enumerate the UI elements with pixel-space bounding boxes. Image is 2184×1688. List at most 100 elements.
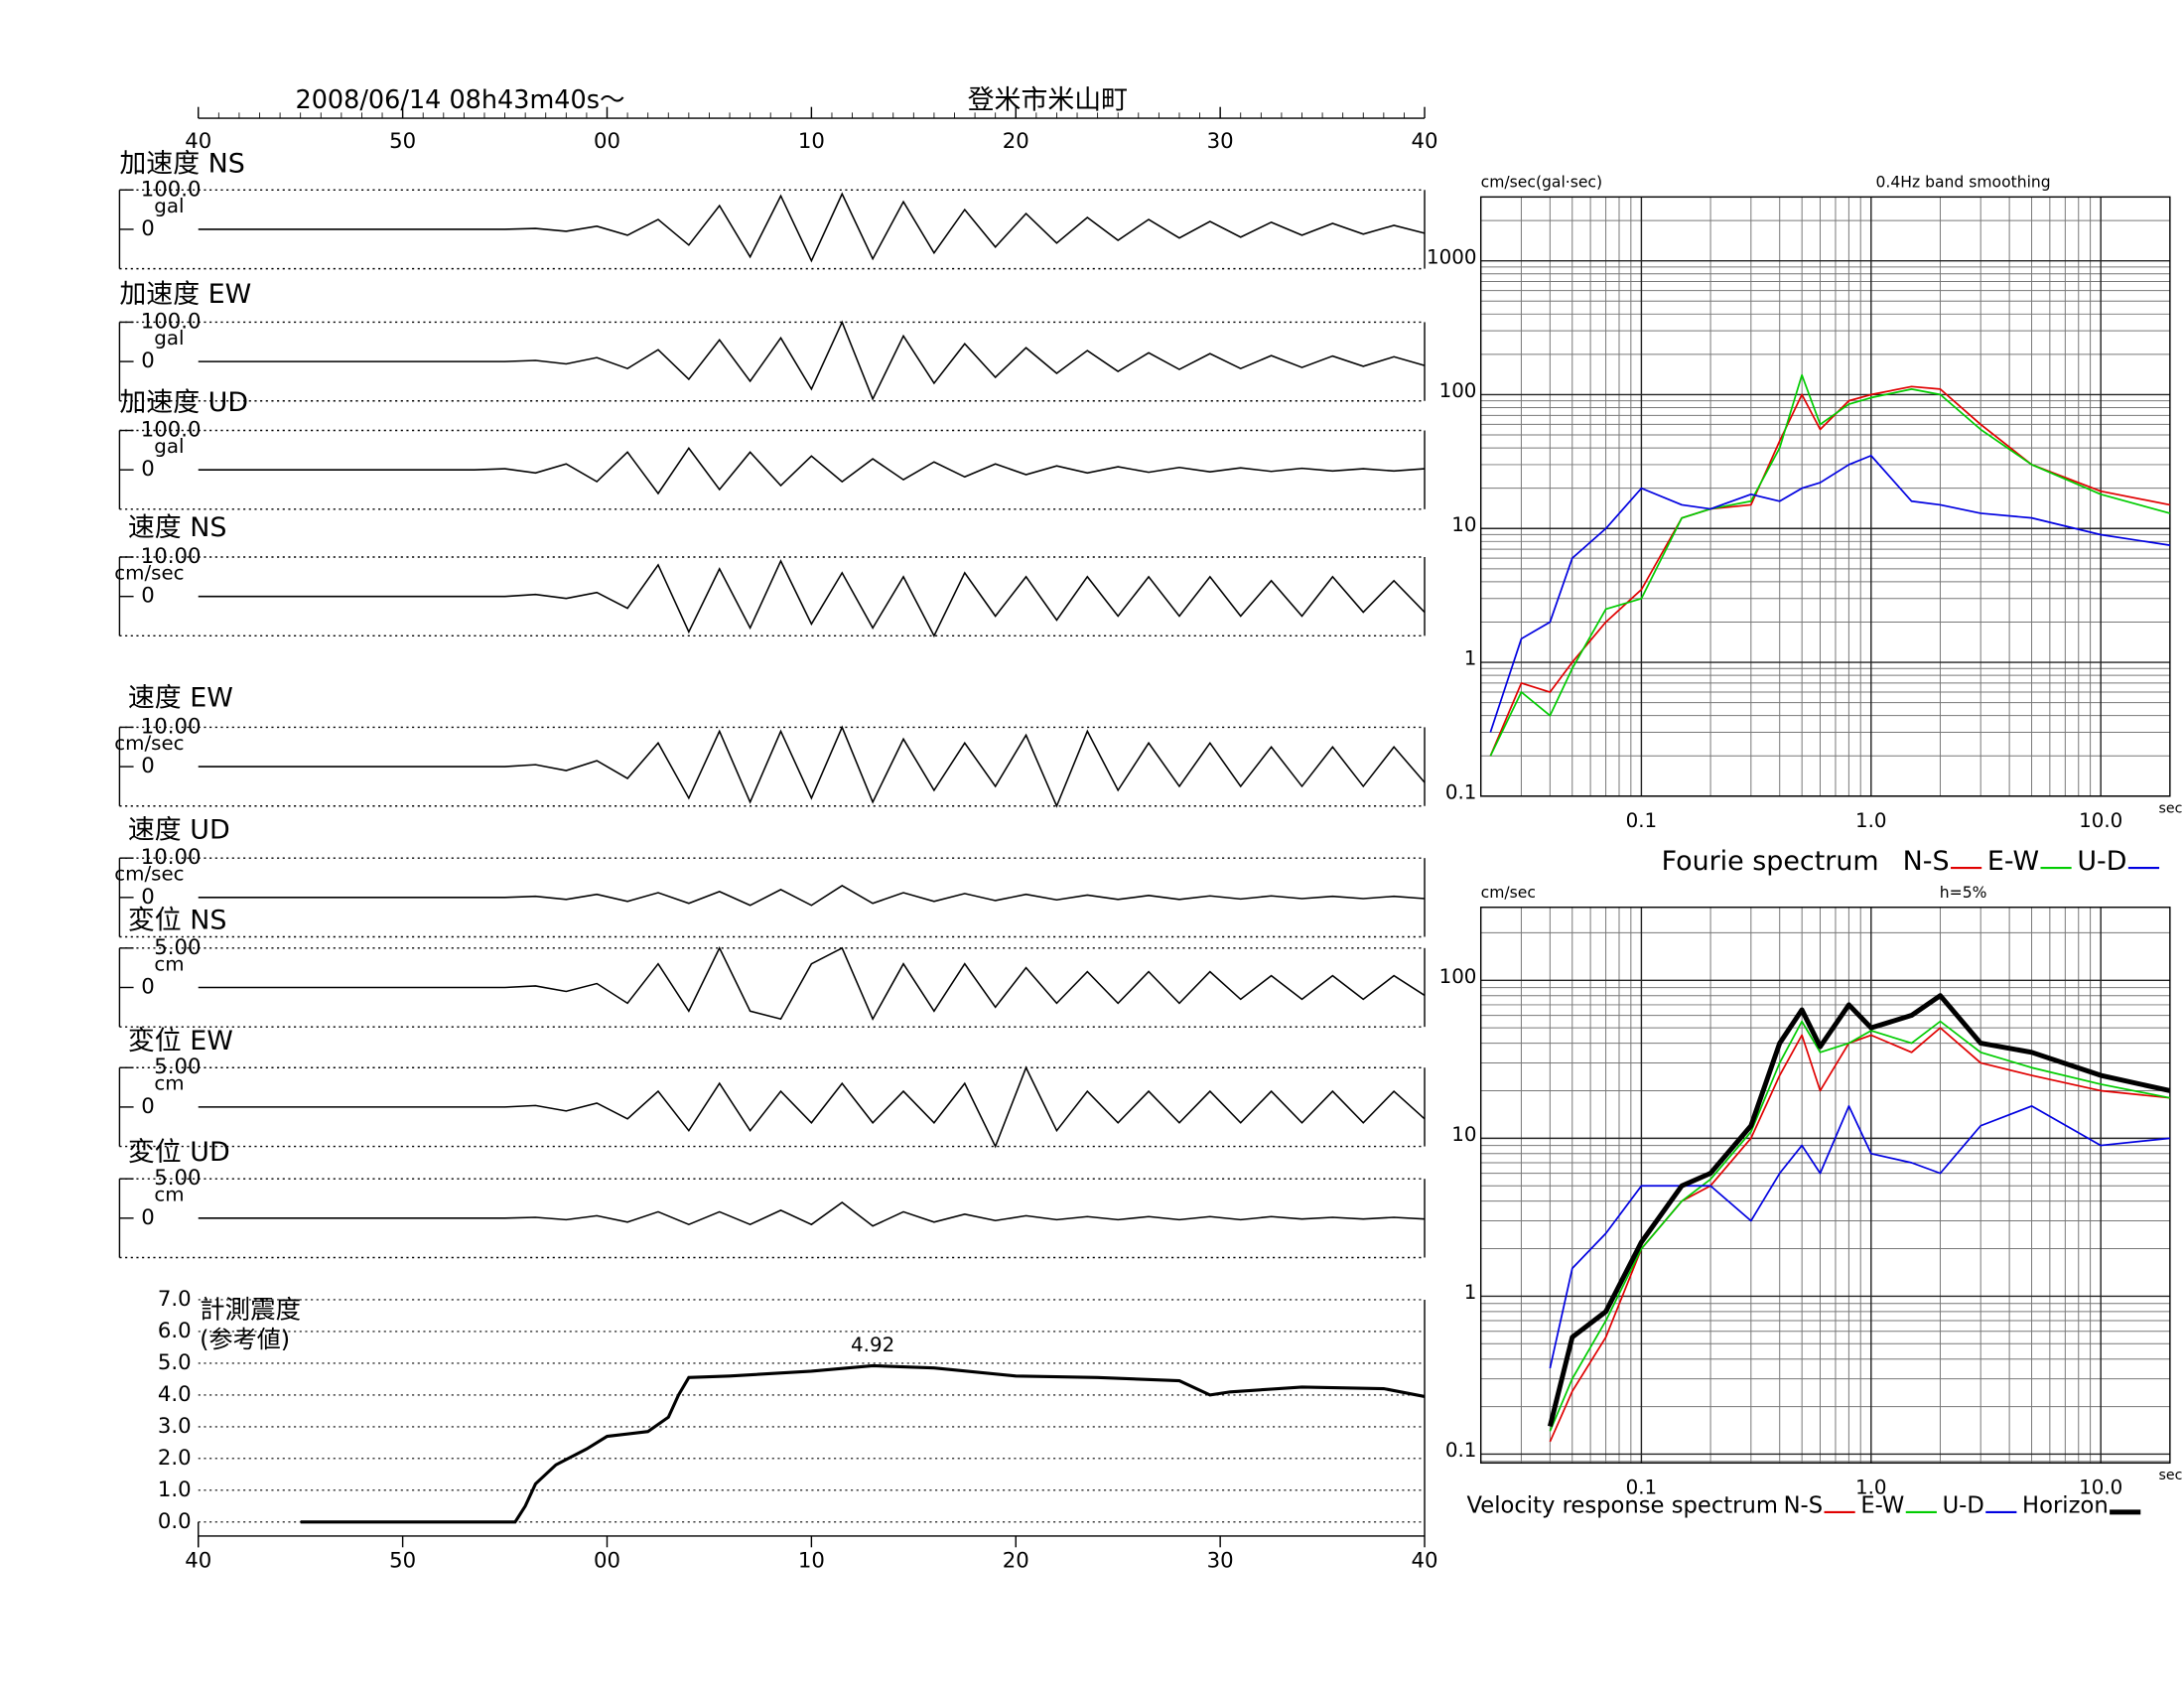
x-tick-label: 00 [594,129,620,154]
spectrum-line [1489,385,2170,757]
y-tick-label: 0.1 [1445,781,1477,804]
x-tick-label: 50 [389,129,416,154]
waveform-trace [198,946,1426,1021]
y-tick-label: 2.0 [158,1446,192,1471]
trace-name: 変位 NS [128,905,227,935]
x-tick-label: 10 [798,1548,825,1573]
trace-name: 速度 UD [128,815,230,846]
x-tick-label: 10.0 [2079,809,2122,832]
y-tick-label: 7.0 [158,1287,192,1312]
y-tick-label: 100.0 [141,309,202,334]
trace-name: 速度 EW [128,683,233,714]
y-tick-label: 1 [1464,647,1477,670]
legend-label: N-S [1903,846,1950,877]
plot-frame [1479,196,2171,797]
spectrum-line [1547,993,2171,1428]
unit-label: gal [154,327,184,350]
x-tick-label: 20 [1003,129,1029,154]
y-tick-label: 5.0 [158,1350,192,1375]
x-tick-label: 40 [1412,129,1438,154]
x-tick-label: 10 [798,129,825,154]
spectrum-line [1549,1020,2170,1432]
y-tick-label: 0 [141,216,155,241]
y-tick-label: 4.0 [158,1382,192,1407]
spectrum-line [1489,455,2170,733]
y-tick-label: 100.0 [141,418,202,443]
trace-name: 加速度 EW [119,279,251,310]
note: 0.4Hz band smoothing [1875,174,2050,192]
y-tick-label: 0 [141,457,155,482]
legend-title: Fourie spectrum [1662,846,1879,877]
y-tick-label: 100 [1439,965,1477,988]
legend-label: E-W [1987,846,2039,877]
unit-label: cm [154,1184,184,1206]
y-axis-unit: cm/sec(gal·sec) [1481,174,1602,192]
waveform-trace [198,447,1426,495]
y-tick-label: 1 [1464,1281,1477,1304]
legend-label: N-S [1784,1493,1824,1519]
y-tick-label: 10 [1451,513,1476,536]
x-tick-label: 50 [389,1548,416,1573]
unit-label: gal [154,195,184,217]
y-tick-label: 0.1 [1445,1439,1477,1462]
waveform-trace [198,885,1426,907]
spectrum-line [1549,1027,2170,1443]
x-tick-label: 0.1 [1626,1476,1658,1498]
x-tick-label: 20 [1003,1548,1029,1573]
y-tick-label: 1000 [1427,245,1476,268]
unit-label: gal [154,435,184,458]
y-tick-label: 0.0 [158,1509,192,1534]
record-time: 2008/06/14 08h43m40s～ [295,85,624,115]
trace-name: 変位 EW [128,1026,233,1056]
y-tick-label: 0 [141,1094,155,1119]
x-axis-unit: sec [2159,801,2183,817]
unit-label: cm [154,952,184,975]
x-tick-label: 30 [1207,129,1234,154]
intensity-subtitle: (参考値) [200,1326,290,1353]
y-tick-label: 0 [141,754,155,778]
spectrum-line [1549,1105,2170,1369]
unit-label: cm/sec [114,732,184,755]
y-tick-label: 100.0 [141,177,202,202]
trace-name: 変位 UD [128,1137,230,1168]
plot-frame [1479,907,2171,1465]
waveform-trace [198,725,1426,808]
x-axis-unit: sec [2159,1468,2183,1483]
note: h=5% [1940,884,1987,902]
x-tick-label: 10.0 [2079,1476,2122,1498]
unit-label: cm/sec [114,562,184,585]
y-tick-label: 5.00 [154,1055,201,1079]
y-tick-label: 10.00 [141,845,202,870]
trace-name: 加速度 NS [119,148,244,179]
waveform-trace [198,559,1426,638]
waveform-trace [198,1065,1426,1149]
x-tick-label: 1.0 [1855,1476,1887,1498]
y-tick-label: 100 [1439,379,1477,402]
spectrum-line [1489,373,2171,757]
unit-label: cm/sec [114,863,184,886]
x-tick-label: 0.1 [1626,809,1658,832]
legend-label: U-D [2077,846,2126,877]
station-name: 登米市米山町 [968,85,1128,116]
legend-label: E-W [1860,1493,1904,1519]
y-tick-label: 0 [141,974,155,999]
trace-name: 速度 NS [128,512,227,543]
intensity-line [300,1363,1426,1524]
y-tick-label: 1.0 [158,1477,192,1502]
y-tick-label: 0 [141,1205,155,1230]
waveform-trace [198,320,1426,401]
x-tick-label: 40 [185,1548,211,1573]
legend-title: Velocity response spectrum [1467,1493,1778,1519]
y-tick-label: 0 [141,349,155,373]
y-axis-unit: cm/sec [1481,884,1536,902]
y-tick-label: 6.0 [158,1319,192,1343]
x-tick-label: 1.0 [1855,809,1887,832]
y-tick-label: 5.00 [154,935,201,960]
y-tick-label: 10.00 [141,714,202,739]
trace-name: 加速度 UD [119,387,248,418]
x-tick-label: 40 [185,129,211,154]
y-tick-label: 0 [141,584,155,609]
